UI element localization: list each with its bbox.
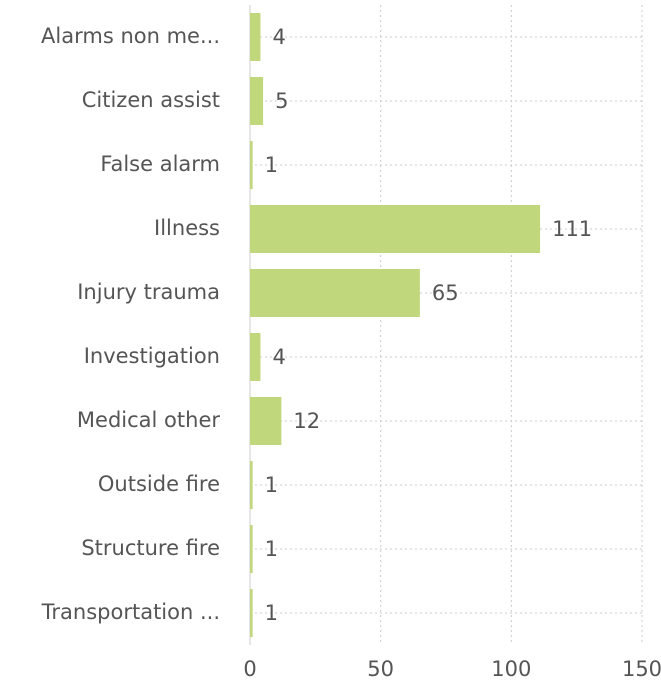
y-tick-label: Citizen assist [82, 88, 220, 112]
y-tick-label: Illness [154, 216, 220, 240]
value-label: 1 [265, 537, 278, 561]
value-label: 1 [265, 473, 278, 497]
value-label: 4 [272, 345, 285, 369]
x-tick-label: 100 [491, 657, 531, 681]
bar [250, 525, 253, 573]
bar [250, 141, 253, 189]
y-tick-label: Transportation ... [41, 600, 220, 624]
y-tick-label: Injury trauma [77, 280, 220, 304]
bar [250, 13, 261, 61]
bar [250, 397, 282, 445]
y-tick-label: Investigation [84, 344, 220, 368]
value-label: 1 [265, 153, 278, 177]
y-tick-label: False alarm [100, 152, 220, 176]
y-tick-label: Medical other [77, 408, 220, 432]
bar [250, 77, 264, 125]
bar [250, 333, 261, 381]
bar [250, 205, 541, 253]
bar [250, 461, 253, 509]
value-label: 4 [272, 25, 285, 49]
value-label: 5 [275, 89, 288, 113]
x-tick-label: 50 [367, 657, 394, 681]
y-tick-label: Structure fire [81, 536, 220, 560]
value-label: 12 [293, 409, 320, 433]
value-label: 65 [432, 281, 459, 305]
bar [250, 269, 420, 317]
value-label: 1 [265, 601, 278, 625]
value-label: 111 [552, 217, 592, 241]
bar [250, 589, 253, 637]
x-tick-label: 150 [622, 657, 661, 681]
y-tick-label: Alarms non me... [41, 24, 220, 48]
y-tick-label: Outside fire [98, 472, 220, 496]
x-tick-label: 0 [243, 657, 256, 681]
